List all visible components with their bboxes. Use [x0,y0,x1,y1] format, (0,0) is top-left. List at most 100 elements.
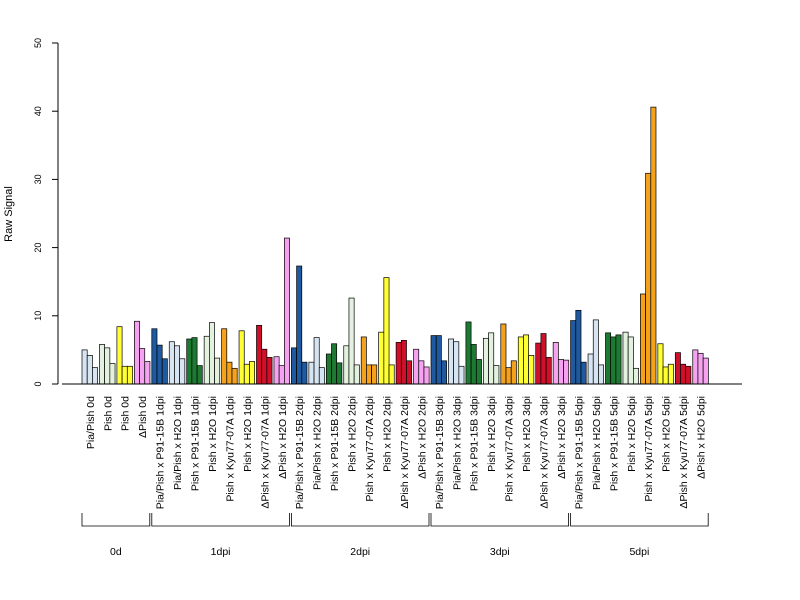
bar [116,326,123,385]
bar [209,322,215,385]
bar [179,358,186,385]
bar [121,365,128,385]
bar [325,353,332,385]
x-tick-label: Pish x H2O 5dpi [661,396,673,472]
bar [680,363,687,385]
bar [552,342,559,385]
bar [168,341,175,385]
bar [238,330,245,385]
x-tick-label: Pish x P91-15B 3dpi [469,396,481,491]
bar [343,345,350,385]
group-label: 0d [110,546,122,558]
x-tick-label: Pia/Pish x H2O 1dpi [172,396,184,490]
bar [144,361,151,385]
bar [441,360,447,385]
bars [81,106,709,385]
y-tick-label: 30 [33,174,43,184]
bar [296,265,303,385]
x-tick-label: ΔPish x H2O 2dpi [416,396,428,479]
bar [336,362,343,385]
bar [196,365,203,385]
x-tick-label: Pish x H2O 1dpi [207,396,219,472]
x-tick-label: Pish x H2O 3dpi [486,396,498,472]
bar [448,338,455,385]
x-tick-label: ΔPish x Kyu77-07A 1dpi [259,396,271,509]
x-tick-label: Pish x P91-15B 5dpi [608,396,620,491]
bar [406,360,413,385]
x-tick-label: Pia/Pish x P91-15B 3dpi [434,396,446,509]
x-tick-label: Pia/Pish x P91-15B 1dpi [155,396,167,509]
group-bracket [81,513,151,527]
bar [400,340,407,385]
bar [174,345,180,385]
group-label: 3dpi [490,546,510,558]
group-label: 5dpi [629,546,649,558]
bar [214,357,221,385]
x-tick-label: Pish x H2O 2dpi [347,396,359,472]
bar [697,352,704,385]
y-axis-label: Raw Signal [3,186,15,242]
bar [615,334,622,385]
x-tick-label: ΔPish 0d [137,396,149,438]
bar [505,367,512,385]
x-tick-label: Pish x H2O 1dpi [242,396,254,472]
x-tick-label: ΔPish x Kyu77-07A 5dpi [678,396,690,509]
bar [221,328,228,385]
bar [580,361,587,385]
bar [535,342,542,385]
bar [528,355,535,385]
group-label: 2dpi [350,546,370,558]
bar [563,359,570,385]
bar [243,363,250,385]
bar [692,349,699,385]
x-tick-label: ΔPish x H2O 5dpi [696,396,708,479]
bar [284,237,290,385]
bar [627,336,634,385]
bar [674,352,681,385]
bar [92,367,98,385]
x-tick-labels: Pia/Pish 0d Pish 0d Pish 0d ΔPish 0d Pia/Pis… [85,396,708,509]
bar [423,366,430,385]
bar [161,358,168,385]
group-bracket [151,513,290,527]
bar [99,344,105,385]
bar [610,336,617,385]
bar [378,331,385,385]
x-tick-label: Pish 0d [120,396,132,431]
bar [587,353,594,385]
bar [453,341,460,385]
bar [203,335,210,385]
bar [493,365,500,385]
bar [657,343,664,385]
bar [388,364,395,385]
x-tick-label: Pish x H2O 2dpi [381,396,393,472]
y-axis: 0 10 20 30 40 50 [33,38,59,387]
bar [273,356,280,385]
bar [134,320,140,385]
bar [331,343,338,385]
bar [353,364,360,385]
bar [662,366,669,385]
bar [360,336,367,385]
x-tick-label: Pish x P91-15B 2dpi [329,396,341,491]
group-bracket [570,513,709,527]
bar [418,360,425,385]
x-tick-label: Pia/Pish x P91-15B 2dpi [294,396,306,509]
bar [592,319,599,385]
bar [488,332,495,385]
group-bracket [430,513,569,527]
bar [517,336,524,385]
y-tick-label: 50 [33,38,43,48]
bar [256,324,263,385]
y-tick-label: 0 [33,381,43,386]
bar [231,367,238,385]
bar [475,359,482,385]
bar [318,367,325,385]
x-tick-label: Pish x H2O 3dpi [521,396,533,472]
x-tick-label: Pish x Kyu77-07A 3dpi [504,396,516,502]
x-tick-label: Pia/Pish x P91-15B 5dpi [573,396,585,509]
bar [104,347,111,385]
bar [500,323,507,385]
bar [366,364,372,385]
